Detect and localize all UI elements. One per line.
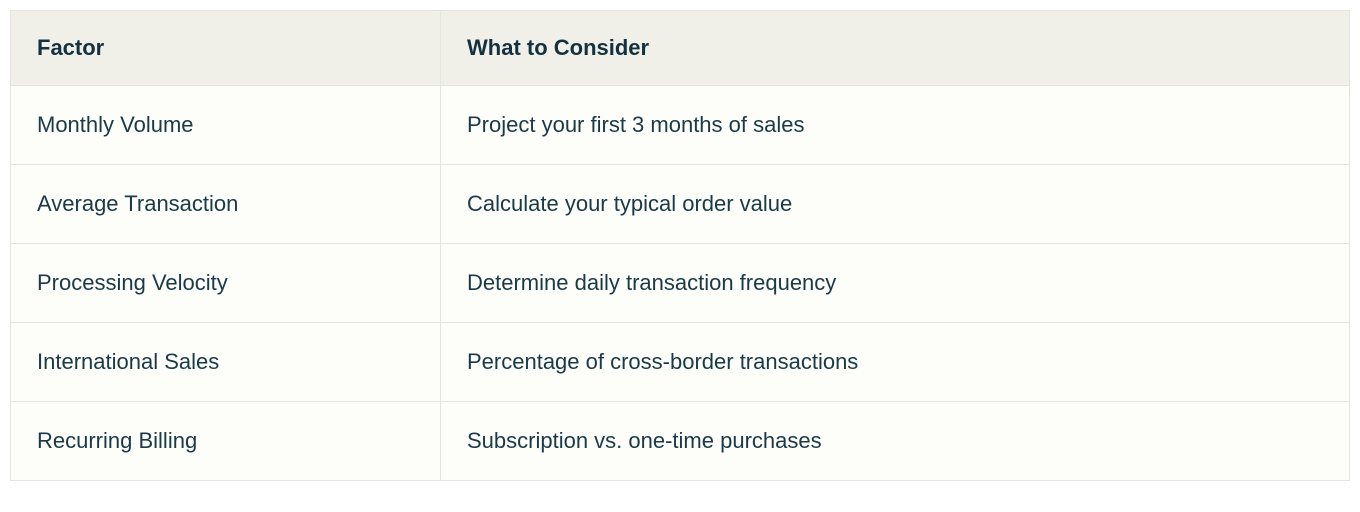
cell-consider: Project your first 3 months of sales xyxy=(441,86,1350,165)
cell-factor: International Sales xyxy=(11,323,441,402)
column-header-factor: Factor xyxy=(11,11,441,86)
column-header-consider: What to Consider xyxy=(441,11,1350,86)
cell-factor: Monthly Volume xyxy=(11,86,441,165)
factors-table: Factor What to Consider Monthly Volume P… xyxy=(10,10,1350,481)
table-body: Monthly Volume Project your first 3 mont… xyxy=(11,86,1350,481)
table-row: Average Transaction Calculate your typic… xyxy=(11,165,1350,244)
cell-consider: Subscription vs. one-time purchases xyxy=(441,402,1350,481)
factors-table-container: Factor What to Consider Monthly Volume P… xyxy=(10,10,1350,481)
table-row: Recurring Billing Subscription vs. one-t… xyxy=(11,402,1350,481)
cell-consider: Determine daily transaction frequency xyxy=(441,244,1350,323)
cell-consider: Percentage of cross-border transactions xyxy=(441,323,1350,402)
table-row: Processing Velocity Determine daily tran… xyxy=(11,244,1350,323)
cell-consider: Calculate your typical order value xyxy=(441,165,1350,244)
cell-factor: Processing Velocity xyxy=(11,244,441,323)
table-row: International Sales Percentage of cross-… xyxy=(11,323,1350,402)
table-header-row: Factor What to Consider xyxy=(11,11,1350,86)
cell-factor: Average Transaction xyxy=(11,165,441,244)
table-row: Monthly Volume Project your first 3 mont… xyxy=(11,86,1350,165)
table-header: Factor What to Consider xyxy=(11,11,1350,86)
cell-factor: Recurring Billing xyxy=(11,402,441,481)
